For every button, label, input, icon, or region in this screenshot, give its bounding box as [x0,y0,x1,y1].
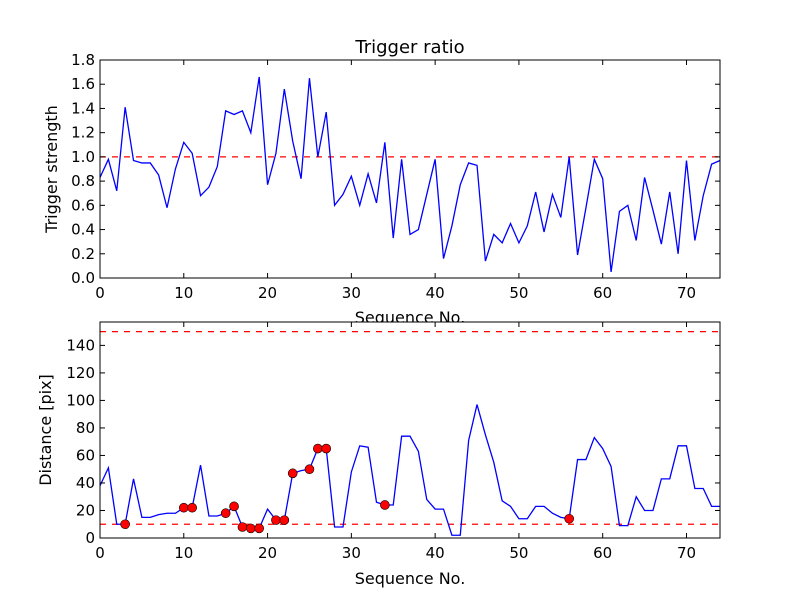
x-tick-label: 70 [677,544,696,562]
data-marker [187,502,197,513]
x-tick-label: 20 [258,544,277,562]
y-tick-label: 0.2 [71,245,95,263]
x-tick-label: 20 [258,284,277,302]
y-tick-label: 20 [76,501,95,519]
y-tick-label: 1.2 [71,124,95,142]
axes-frame [99,321,721,539]
y-tick-label: 1.4 [71,99,95,117]
y-tick-label: 0.8 [71,172,95,190]
x-tick-label: 10 [174,544,193,562]
y-tick-label: 0.0 [71,269,95,287]
y-tick-label: 40 [76,474,95,492]
data-marker [564,513,574,524]
y-tick-label: 1.8 [71,51,95,69]
bottom-axes: 0 10 20 30 40 50 60 70 0 20 40 60 80 100 120 140 [66,321,721,562]
chart-title: Trigger ratio [354,37,464,58]
top-ylabel: Trigger strength [42,105,61,234]
x-tick-label: 0 [95,284,105,302]
x-tick-label: 50 [509,284,528,302]
y-tick-label: 140 [66,336,95,354]
x-tick-label: 10 [174,284,193,302]
data-marker [279,515,290,525]
bottom-ylabel: Distance [pix] [36,374,55,486]
x-tick-label: 30 [342,544,361,562]
data-marker [237,522,248,532]
x-tick-label: 30 [342,284,361,302]
y-tick-label: 120 [66,364,95,382]
y-tick-label: 100 [66,391,95,409]
x-tick-label: 40 [426,284,445,302]
data-marker [229,501,239,512]
data-marker [220,508,231,519]
top-axes: 0 10 20 30 40 50 60 70 0.0 0.2 0.4 0.6 0.8 1.0 1.2 1.4 1… [71,51,721,302]
y-tick-label: 1.6 [71,75,95,93]
x-tick-label: 50 [509,544,528,562]
y-tick-label: 0 [85,529,95,547]
x-tick-label: 60 [593,544,612,562]
data-marker [271,515,281,525]
series-line [99,404,720,536]
x-tick-label: 0 [95,544,105,562]
data-marker [313,443,323,454]
data-marker [246,523,256,534]
data-marker [120,519,130,530]
data-marker [254,523,264,534]
data-marker [178,502,189,513]
x-tick-label: 60 [593,284,612,302]
bottom-xlabel: Sequence No. [355,569,466,588]
data-marker [304,464,315,475]
series-line [99,76,721,273]
data-marker [380,500,390,510]
x-tick-label: 70 [677,284,696,302]
y-tick-label: 80 [76,419,95,437]
y-tick-label: 60 [76,446,95,464]
x-tick-label: 40 [426,544,445,562]
data-marker [287,468,298,479]
axes-frame [99,59,721,279]
y-tick-label: 0.4 [71,221,95,239]
data-marker [321,443,332,454]
y-tick-label: 0.6 [71,196,95,214]
y-tick-label: 1.0 [71,148,95,166]
plot-background [100,60,720,278]
